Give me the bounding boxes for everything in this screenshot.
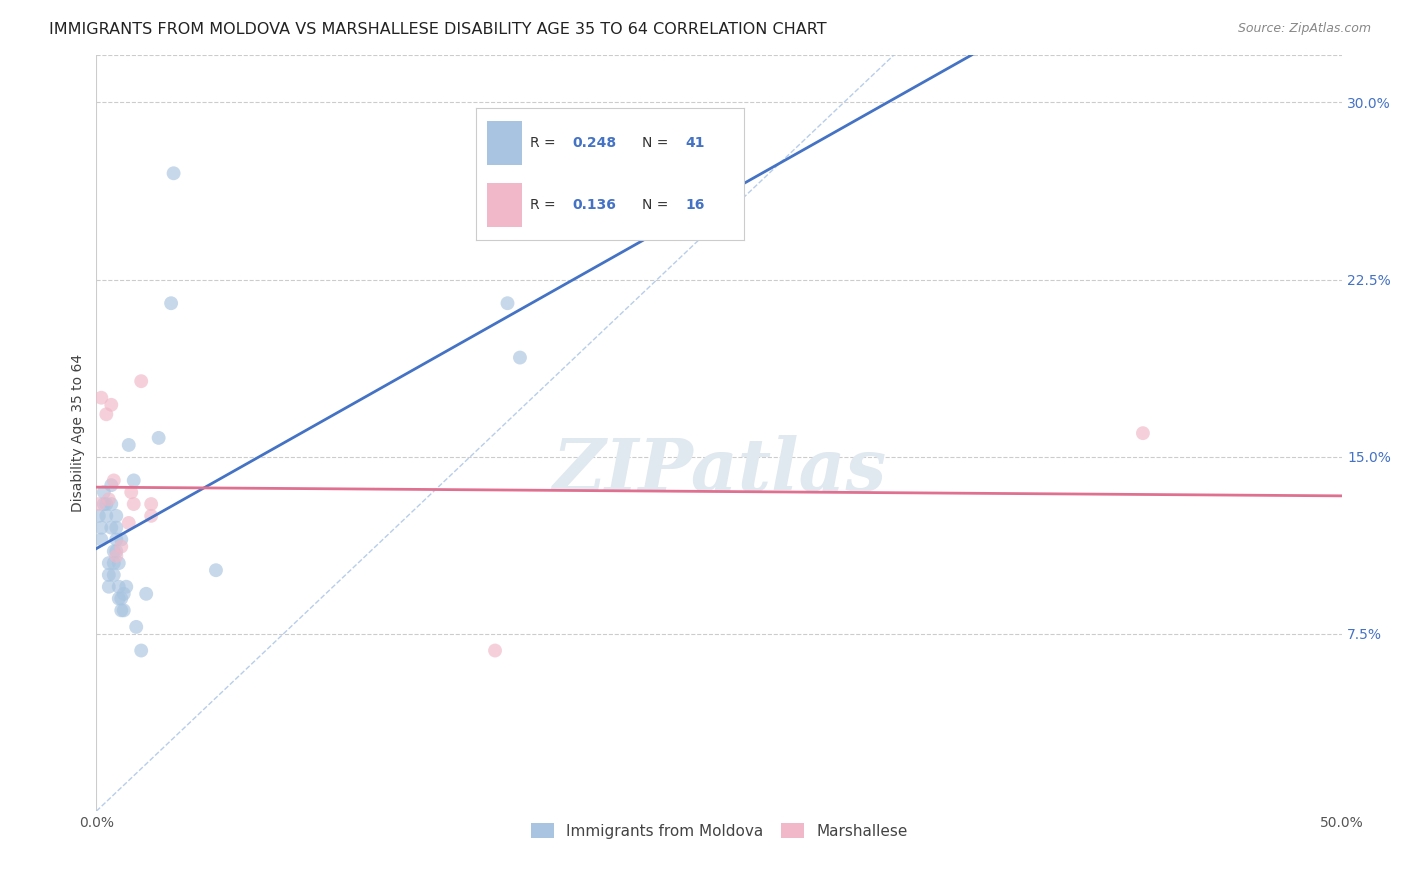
Point — [496, 296, 519, 310]
Point — [107, 580, 129, 594]
Point — [90, 391, 112, 405]
Point — [107, 591, 129, 606]
Point — [93, 485, 115, 500]
Point — [105, 508, 128, 523]
Point — [509, 351, 531, 365]
Point — [141, 497, 163, 511]
Point — [120, 485, 142, 500]
Point — [90, 521, 112, 535]
Point — [100, 497, 122, 511]
Point — [96, 407, 118, 421]
Point — [103, 544, 125, 558]
Point — [110, 540, 132, 554]
Point — [122, 497, 145, 511]
Point — [105, 533, 128, 547]
Point — [100, 521, 122, 535]
Text: IMMIGRANTS FROM MOLDOVA VS MARSHALLESE DISABILITY AGE 35 TO 64 CORRELATION CHART: IMMIGRANTS FROM MOLDOVA VS MARSHALLESE D… — [49, 22, 827, 37]
Point — [103, 556, 125, 570]
Point — [118, 438, 141, 452]
Point — [87, 508, 110, 523]
Legend: Immigrants from Moldova, Marshallese: Immigrants from Moldova, Marshallese — [524, 817, 914, 845]
Point — [100, 478, 122, 492]
Point — [135, 587, 157, 601]
Point — [97, 568, 120, 582]
Point — [100, 398, 122, 412]
Point — [97, 580, 120, 594]
Point — [107, 556, 129, 570]
Point — [122, 474, 145, 488]
Y-axis label: Disability Age 35 to 64: Disability Age 35 to 64 — [72, 354, 86, 512]
Point — [96, 508, 118, 523]
Point — [97, 556, 120, 570]
Point — [160, 296, 183, 310]
Point — [112, 587, 135, 601]
Point — [1132, 426, 1154, 441]
Point — [103, 568, 125, 582]
Point — [112, 603, 135, 617]
Point — [105, 544, 128, 558]
Text: ZIPatlas: ZIPatlas — [553, 435, 886, 507]
Point — [96, 497, 118, 511]
Point — [162, 166, 184, 180]
Point — [484, 643, 506, 657]
Point — [148, 431, 170, 445]
Point — [129, 643, 152, 657]
Point — [141, 508, 163, 523]
Point — [115, 580, 138, 594]
Text: Source: ZipAtlas.com: Source: ZipAtlas.com — [1237, 22, 1371, 36]
Point — [129, 374, 152, 388]
Point — [118, 516, 141, 530]
Point — [93, 497, 115, 511]
Point — [110, 591, 132, 606]
Point — [110, 533, 132, 547]
Point — [90, 533, 112, 547]
Point — [105, 549, 128, 563]
Point — [105, 521, 128, 535]
Point — [87, 497, 110, 511]
Point — [125, 620, 148, 634]
Point — [103, 474, 125, 488]
Point — [97, 492, 120, 507]
Point — [205, 563, 228, 577]
Point — [110, 603, 132, 617]
